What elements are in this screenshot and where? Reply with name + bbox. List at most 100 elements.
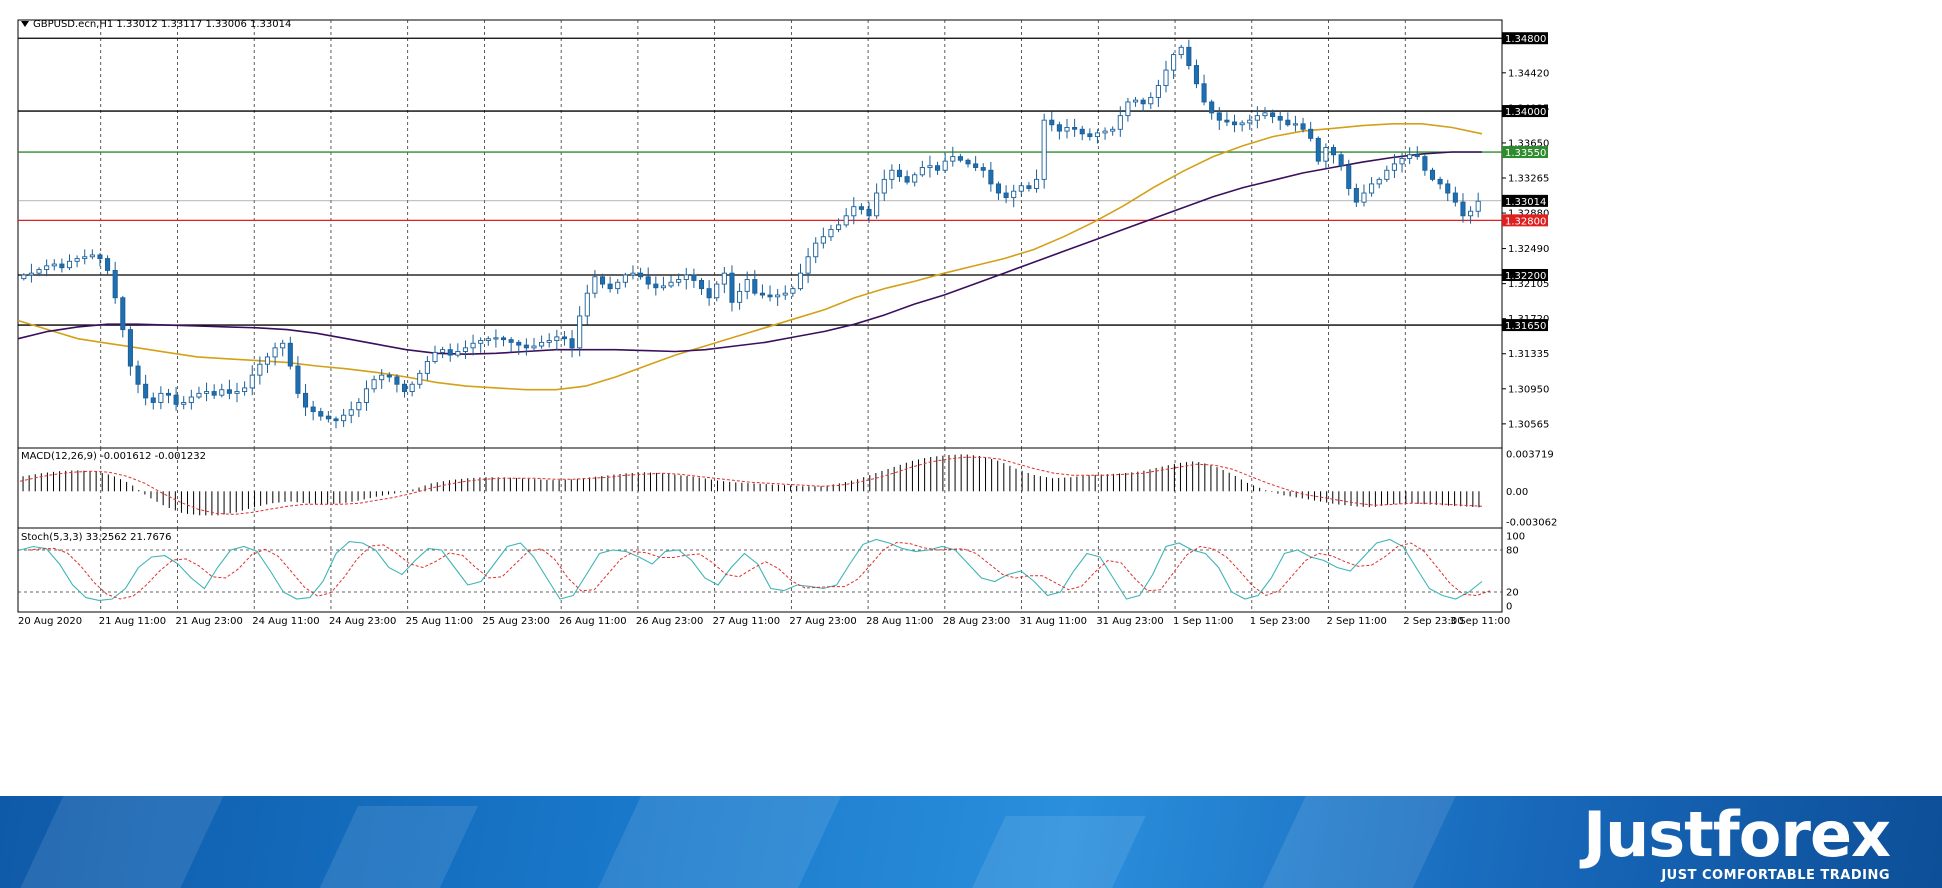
candle	[318, 407, 324, 421]
candle	[287, 336, 293, 370]
candle	[645, 267, 651, 290]
stoch-tick-label: 20	[1506, 588, 1519, 599]
candle	[188, 389, 194, 410]
candle-body	[927, 165, 933, 168]
candle-body	[1475, 200, 1481, 212]
candle	[691, 268, 697, 288]
candle	[105, 255, 111, 275]
candle	[59, 258, 65, 273]
candle	[1064, 119, 1070, 139]
candle-body	[21, 274, 27, 280]
price-tick-label: 1.32105	[1508, 279, 1549, 290]
candle	[630, 265, 636, 280]
candle-body	[1346, 165, 1352, 189]
candle	[333, 416, 339, 429]
candle	[599, 273, 606, 289]
candle-body	[379, 374, 385, 381]
ma-fast-line	[17, 123, 1483, 391]
candle-body	[546, 340, 552, 343]
candle-body	[1094, 132, 1101, 138]
time-tick-label: 26 Aug 11:00	[559, 616, 626, 627]
price-level-badge-label: 1.32200	[1505, 271, 1546, 282]
candle-body	[1468, 210, 1474, 217]
candle	[424, 356, 430, 381]
candle-body	[401, 383, 408, 392]
time-tick-label: 24 Aug 11:00	[252, 616, 319, 627]
candle-body	[1216, 112, 1222, 121]
candle	[1186, 39, 1192, 70]
candle	[341, 408, 347, 428]
candle-body	[143, 383, 149, 399]
brand-footer: Justforex JUST COMFORTABLE TRADING	[0, 796, 1942, 888]
stoch-indicator: 100 80 20 0	[18, 532, 1525, 613]
candle	[219, 383, 225, 398]
candle	[1361, 184, 1367, 207]
stoch-signal-line	[27, 541, 1491, 600]
candle-body	[1155, 85, 1161, 98]
candle	[493, 329, 499, 348]
time-tick-label: 24 Aug 23:00	[329, 616, 396, 627]
candle-body	[196, 392, 202, 398]
candle	[1429, 167, 1436, 182]
candle-body	[1087, 133, 1093, 138]
candle-body	[858, 206, 864, 210]
candle	[150, 392, 156, 410]
candle-body	[158, 392, 164, 403]
candle	[1308, 121, 1314, 142]
candle-body	[1117, 115, 1123, 130]
stoch-tick-label: 80	[1506, 546, 1519, 557]
candle	[74, 255, 80, 268]
time-tick-label: 2 Sep 11:00	[1327, 616, 1387, 627]
candle	[242, 381, 248, 396]
candle	[1094, 129, 1101, 144]
candle-body	[904, 176, 910, 183]
candle	[1018, 182, 1024, 197]
candle-body	[1270, 112, 1276, 117]
candle-body	[676, 279, 682, 283]
candle-body	[356, 402, 362, 411]
candle	[874, 183, 880, 219]
candle-body	[759, 292, 765, 296]
candle-body	[1452, 192, 1458, 203]
symbol-info: GBPUSD.ecn,H1 1.33012 1.33117 1.33006 1.…	[33, 19, 291, 30]
time-tick-label: 21 Aug 11:00	[99, 616, 166, 627]
candle	[1125, 97, 1131, 122]
stoch-panel-frame	[17, 527, 1503, 613]
candle-body	[36, 269, 42, 274]
candle	[851, 197, 857, 225]
candle-body	[1422, 156, 1428, 171]
candle-body	[287, 342, 293, 367]
time-tick-label: 1 Sep 11:00	[1173, 616, 1233, 627]
candle	[356, 398, 362, 418]
candle-body	[105, 258, 111, 271]
candle	[1003, 185, 1009, 204]
candle-body	[577, 315, 583, 349]
candle-body	[1414, 154, 1420, 158]
candle	[173, 387, 179, 411]
candle	[1102, 127, 1108, 140]
dropdown-triangle-icon[interactable]	[21, 21, 29, 27]
candle	[280, 339, 286, 357]
price-level-badge-label: 1.33014	[1505, 197, 1546, 208]
candle-body	[325, 415, 331, 420]
candle-body	[272, 347, 278, 358]
candle	[1254, 106, 1260, 129]
time-tick-label: 27 Aug 23:00	[789, 616, 856, 627]
candle-body	[485, 338, 491, 341]
candle	[584, 284, 590, 325]
candle-body	[1110, 128, 1116, 132]
candle	[371, 375, 377, 393]
price-tick-label: 1.30565	[1508, 419, 1549, 430]
candle	[135, 360, 141, 394]
candle	[1247, 114, 1253, 130]
candle-body	[1262, 112, 1268, 117]
candle	[843, 208, 849, 228]
candle-body	[1034, 178, 1040, 189]
candle	[462, 340, 468, 359]
candle-body	[744, 279, 750, 292]
stoch-label: Stoch(5,3,3) 33.2562 21.7676	[21, 532, 172, 543]
candle	[759, 284, 765, 299]
candle	[1407, 147, 1413, 165]
candle	[569, 330, 575, 358]
candle-body	[386, 374, 392, 378]
